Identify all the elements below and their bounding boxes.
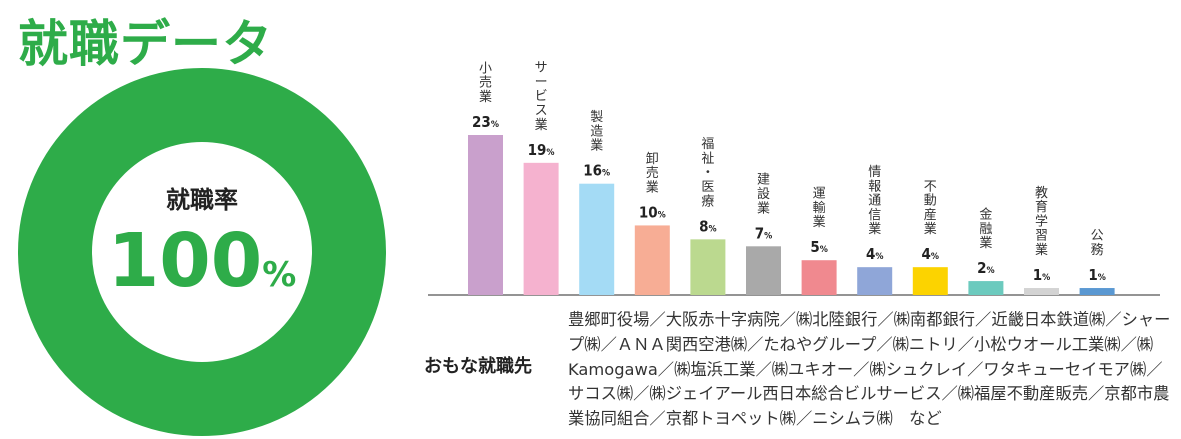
- bar: [468, 135, 503, 295]
- data-label: 23%: [472, 113, 499, 131]
- employment-rate-number: 100: [107, 218, 263, 304]
- data-label-unit: %: [658, 210, 666, 220]
- employers-list: 豊郷町役場／大阪赤十字病院／㈱北陸銀行／㈱南都銀行／近畿日本鉄道㈱／シャープ㈱／…: [568, 310, 1171, 429]
- data-label: 1%: [1033, 266, 1051, 284]
- category-label: サービス業: [535, 61, 548, 133]
- data-label-unit: %: [875, 252, 883, 262]
- data-label-unit: %: [1042, 273, 1050, 283]
- industry-bar-chart: 23% 小売業 19% サービス業 16% 製造業 10% 卸売業 8% 福祉・医療 7% 建設業 5%…: [428, 61, 1160, 296]
- bar: [690, 239, 726, 295]
- category-label: 製造業: [590, 110, 603, 154]
- category-label: 金融業: [979, 206, 992, 251]
- data-label: 2%: [977, 259, 995, 277]
- donut-ring: [18, 68, 386, 436]
- data-label-unit: %: [709, 224, 717, 234]
- data-label-unit: %: [546, 148, 554, 158]
- data-label: 8%: [699, 217, 717, 235]
- bar: [1079, 288, 1115, 295]
- employment-rate-unit: %: [262, 255, 297, 295]
- category-label: 小売業: [479, 61, 492, 105]
- category-label: 卸売業: [646, 151, 659, 196]
- page-title: 就職データ: [18, 15, 273, 73]
- bar: [579, 183, 615, 295]
- data-label: 4%: [922, 245, 940, 263]
- data-label-unit: %: [987, 266, 995, 276]
- bar: [912, 267, 948, 295]
- employment-rate-label: 就職率: [166, 186, 238, 214]
- bar: [1024, 288, 1059, 295]
- data-label-unit: %: [931, 252, 939, 262]
- category-label: 福祉・医療: [701, 137, 714, 209]
- category-label: 不動産業: [924, 179, 937, 237]
- data-label: 10%: [639, 203, 666, 221]
- bar: [523, 162, 559, 295]
- category-label: 建設業: [757, 173, 770, 217]
- data-label: 5%: [810, 238, 828, 256]
- data-label-unit: %: [764, 231, 772, 241]
- bar: [968, 281, 1004, 295]
- bar: [801, 260, 837, 295]
- data-label: 7%: [755, 224, 773, 242]
- data-label: 16%: [583, 162, 610, 180]
- bar: [857, 267, 893, 295]
- category-label: 公務: [1091, 229, 1104, 258]
- data-label-unit: %: [602, 169, 610, 179]
- employment-rate-donut: [18, 68, 386, 436]
- category-label: 運輸業: [813, 187, 826, 231]
- employers-label: おもな就職先: [424, 356, 532, 377]
- data-label-unit: %: [1098, 273, 1106, 283]
- bar: [634, 225, 670, 295]
- data-label-unit: %: [820, 245, 828, 255]
- data-label: 19%: [528, 141, 555, 159]
- category-label: 情報通信業: [868, 165, 881, 237]
- employment-rate-value: 100%: [18, 218, 386, 304]
- data-label: 1%: [1088, 266, 1106, 284]
- data-label-unit: %: [491, 120, 499, 130]
- bar: [746, 246, 781, 295]
- category-label: 教育学習業: [1035, 185, 1048, 258]
- data-label: 4%: [866, 245, 884, 263]
